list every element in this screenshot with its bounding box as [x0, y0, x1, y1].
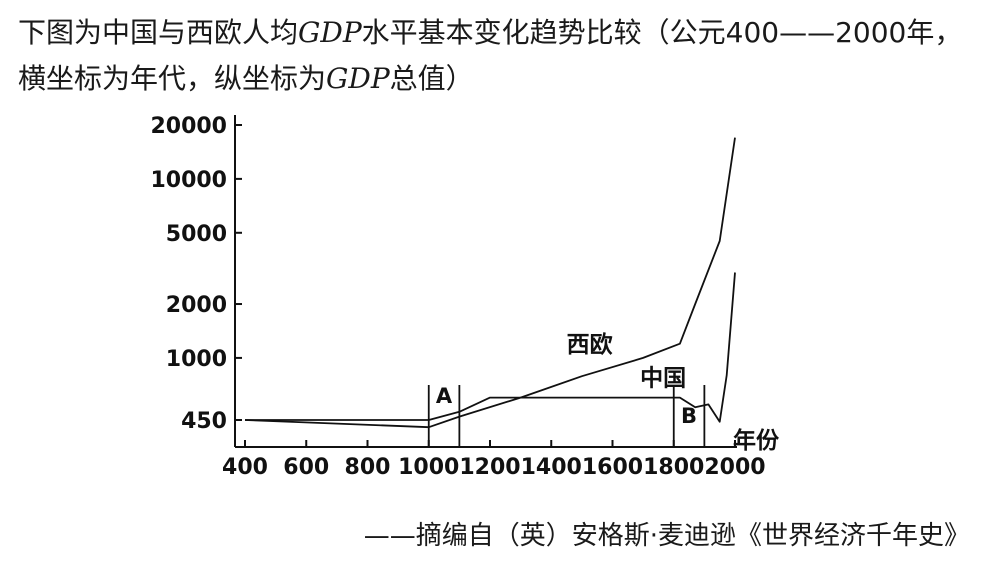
x-tick-label: 1400	[521, 455, 582, 480]
caption-text-2: 水平基本变化趋势比较（公元400——2000年，横坐标为年代，纵坐标为	[18, 16, 963, 95]
y-tick-label: 20000	[150, 114, 227, 139]
axes	[234, 115, 737, 448]
caption-gdp-2: GDP	[326, 62, 390, 95]
x-tick-label: 1800	[643, 455, 704, 480]
caption-text-3: 总值）	[389, 62, 474, 95]
series-line-west-europe	[244, 137, 736, 429]
y-tick-label: 1000	[166, 347, 227, 372]
y-tick-label: 5000	[166, 222, 227, 247]
x-tick-label: 2000	[704, 455, 765, 480]
x-tick-label: 1600	[582, 455, 643, 480]
figure-caption: 下图为中国与西欧人均GDP水平基本变化趋势比较（公元400——2000年，横坐标…	[18, 10, 982, 102]
caption-gdp-1: GDP	[298, 16, 362, 49]
series-lines	[244, 137, 736, 429]
period-markers: AB	[427, 384, 706, 447]
y-tick-label: 2000	[166, 293, 227, 318]
marker-label-b: B	[681, 404, 697, 428]
x-tick-label: 800	[345, 455, 391, 480]
series-label-west-europe: 西欧	[567, 332, 613, 358]
series-label-china: 中国	[640, 366, 686, 392]
x-axis-label: 年份	[733, 427, 780, 454]
marker-label-a: A	[436, 384, 453, 408]
x-tick-label: 600	[283, 455, 329, 480]
y-tick-label: 450	[181, 409, 227, 434]
source-citation: ——摘编自（英）安格斯·麦迪逊《世界经济千年史》	[363, 521, 970, 551]
series-line-china	[245, 272, 736, 423]
x-tick-label: 400	[222, 455, 268, 480]
x-tick-label: 1000	[398, 455, 459, 480]
axis-ticks: 400 600 800 1000 1200 1400 1600 1800 20004501000…	[150, 114, 780, 480]
y-tick-label: 10000	[150, 168, 227, 193]
x-tick-label: 1200	[459, 455, 520, 480]
caption-text-1: 下图为中国与西欧人均	[18, 16, 299, 49]
